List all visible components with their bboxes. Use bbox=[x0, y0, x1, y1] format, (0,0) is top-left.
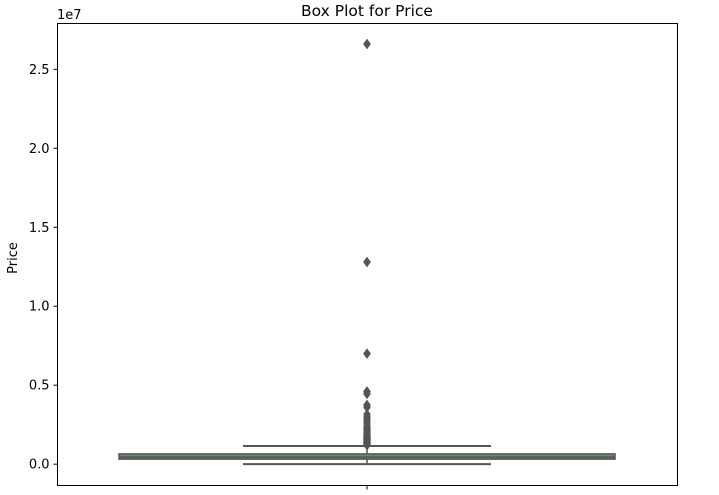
chart-title: Box Plot for Price bbox=[301, 2, 433, 20]
y-axis-label: Price bbox=[6, 242, 21, 274]
outlier-point bbox=[363, 38, 371, 50]
outlier-point bbox=[363, 408, 371, 420]
y-tick-label: 0.5 bbox=[29, 379, 50, 394]
box-element bbox=[118, 445, 616, 466]
outlier-point bbox=[363, 386, 371, 397]
y-tick-label: 0.0 bbox=[29, 458, 50, 473]
y-tick-label: 2.5 bbox=[29, 63, 50, 78]
y-tick-label: 2.0 bbox=[29, 142, 50, 157]
y-axis-ticks: 0.0 0.5 1.0 1.5 2.0 2.5 bbox=[29, 63, 58, 473]
outlier-point bbox=[363, 348, 371, 360]
y-offset-label: 1e7 bbox=[57, 8, 82, 23]
y-tick-label: 1.0 bbox=[29, 300, 50, 315]
plot-area-frame bbox=[57, 23, 678, 486]
outlier-points bbox=[363, 38, 371, 451]
outlier-point bbox=[363, 399, 371, 411]
outlier-point bbox=[363, 256, 371, 268]
y-tick-label: 1.5 bbox=[29, 221, 50, 236]
